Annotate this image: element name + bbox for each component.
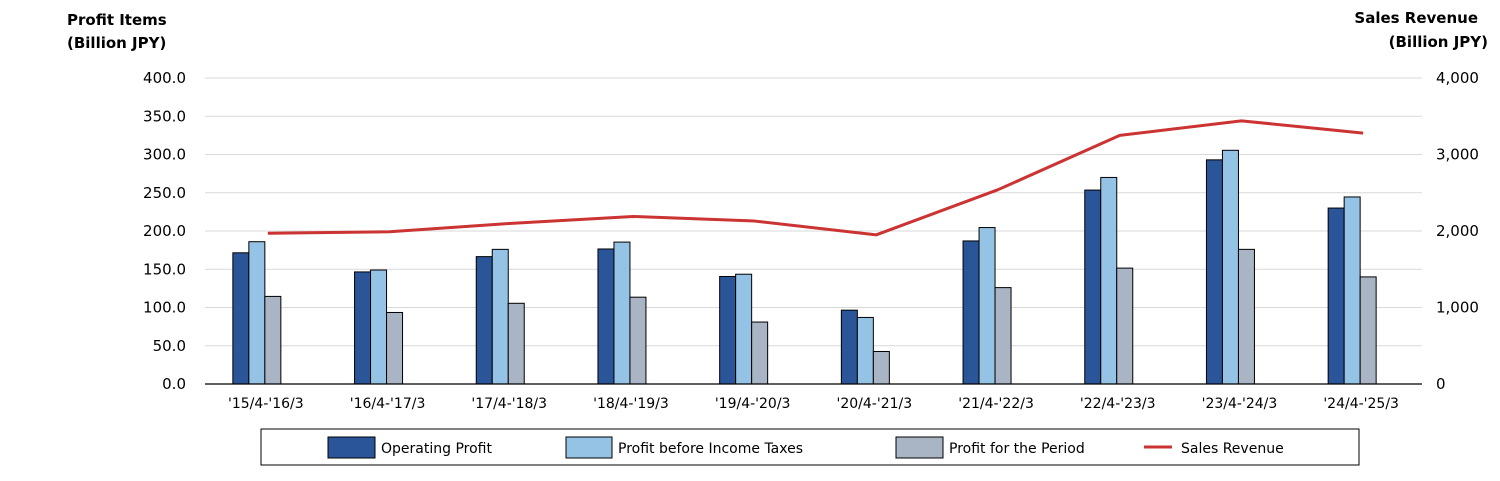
legend-swatch-profit-before-income-taxes (565, 436, 613, 459)
bar-profit-before-income-taxes (1221, 149, 1239, 385)
legend-box (260, 428, 1360, 466)
left-tick-label: 200.0 (143, 222, 186, 240)
bar-profit-for-the-period (751, 321, 769, 385)
right-tick-label: 0 (1436, 375, 1446, 393)
category-label: '16/4-'17/3 (350, 396, 426, 412)
bar-profit-before-income-taxes (370, 269, 388, 385)
bar-operating-profit (962, 240, 980, 385)
legend-swatch-profit-for-the-period (895, 436, 944, 459)
right-axis-title-line1: Sales Revenue (1354, 9, 1478, 27)
category-label: '23/4-'24/3 (1202, 396, 1278, 412)
right-tick-labels: 0 1,000 2,000 3,000 4,000 (1436, 69, 1479, 393)
left-tick-label: 350.0 (143, 107, 186, 125)
bar-operating-profit (1084, 189, 1102, 385)
bar-profit-for-the-period (994, 287, 1012, 385)
left-tick-label: 0.0 (162, 375, 186, 393)
bar-operating-profit (719, 276, 737, 385)
category-label: '22/4-'23/3 (1080, 396, 1156, 412)
right-tick-label: 1,000 (1436, 299, 1479, 317)
bar-profit-for-the-period (1237, 248, 1255, 385)
bar-operating-profit (1327, 207, 1345, 385)
bar-profit-before-income-taxes (735, 273, 753, 385)
bar-profit-before-income-taxes (856, 316, 874, 385)
right-tick-label: 4,000 (1436, 69, 1479, 87)
bar-operating-profit (840, 309, 858, 385)
legend-label-profit-before-income-taxes: Profit before Income Taxes (618, 441, 803, 457)
category-label: '18/4-'19/3 (593, 396, 669, 412)
right-tick-label: 2,000 (1436, 222, 1479, 240)
bar-operating-profit (597, 248, 615, 385)
bar-operating-profit (232, 252, 250, 385)
bar-profit-for-the-period (507, 302, 525, 385)
bar-profit-for-the-period (1359, 276, 1377, 385)
legend-swatch-operating-profit (327, 436, 376, 459)
left-tick-labels: 0.0 50.0 100.0 150.0 200.0 250.0 300.0 350.0 400… (143, 69, 186, 393)
legend-label-profit-for-the-period: Profit for the Period (949, 441, 1085, 457)
bar-profit-before-income-taxes (978, 227, 996, 385)
category-label: '15/4-'16/3 (228, 396, 304, 412)
sales-revenue-line-layer (267, 119, 1364, 237)
bar-operating-profit (1205, 159, 1223, 385)
legend: Operating Profit Profit before Income Ta… (260, 428, 1360, 466)
category-label: '20/4-'21/3 (837, 396, 913, 412)
left-tick-label: 150.0 (143, 260, 186, 278)
left-axis-title-line2: (Billion JPY) (67, 34, 166, 52)
line-sales-revenue (267, 119, 1364, 237)
bar-profit-for-the-period (264, 295, 282, 385)
left-tick-label: 400.0 (143, 69, 186, 87)
category-label: '24/4-'25/3 (1323, 396, 1399, 412)
right-tick-label: 3,000 (1436, 146, 1479, 164)
bar-profit-for-the-period (1116, 267, 1134, 385)
category-label: '17/4-'18/3 (471, 396, 547, 412)
bar-operating-profit (354, 271, 372, 385)
bars (232, 149, 1377, 385)
right-axis-title-line2: (Billion JPY) (1389, 33, 1488, 51)
bar-profit-for-the-period (872, 350, 890, 385)
left-tick-label: 250.0 (143, 184, 186, 202)
category-label: '19/4-'20/3 (715, 396, 791, 412)
legend-label-sales-revenue: Sales Revenue (1181, 441, 1284, 457)
bar-profit-before-income-taxes (491, 248, 509, 385)
category-label: '21/4-'22/3 (958, 396, 1034, 412)
category-labels: '15/4-'16/3 '16/4-'17/3 '17/4-'18/3 '18/4-'… (228, 396, 1399, 412)
bar-profit-for-the-period (629, 296, 647, 385)
bar-profit-for-the-period (386, 311, 404, 385)
left-axis-title-line1: Profit Items (67, 11, 167, 29)
bar-profit-before-income-taxes (613, 241, 631, 385)
bar-profit-before-income-taxes (248, 241, 266, 385)
legend-label-operating-profit: Operating Profit (381, 441, 492, 457)
left-tick-label: 100.0 (143, 299, 186, 317)
bar-operating-profit (475, 256, 493, 385)
bar-profit-before-income-taxes (1100, 176, 1118, 385)
left-tick-label: 300.0 (143, 146, 186, 164)
left-tick-label: 50.0 (153, 337, 186, 355)
bar-profit-before-income-taxes (1343, 196, 1361, 385)
